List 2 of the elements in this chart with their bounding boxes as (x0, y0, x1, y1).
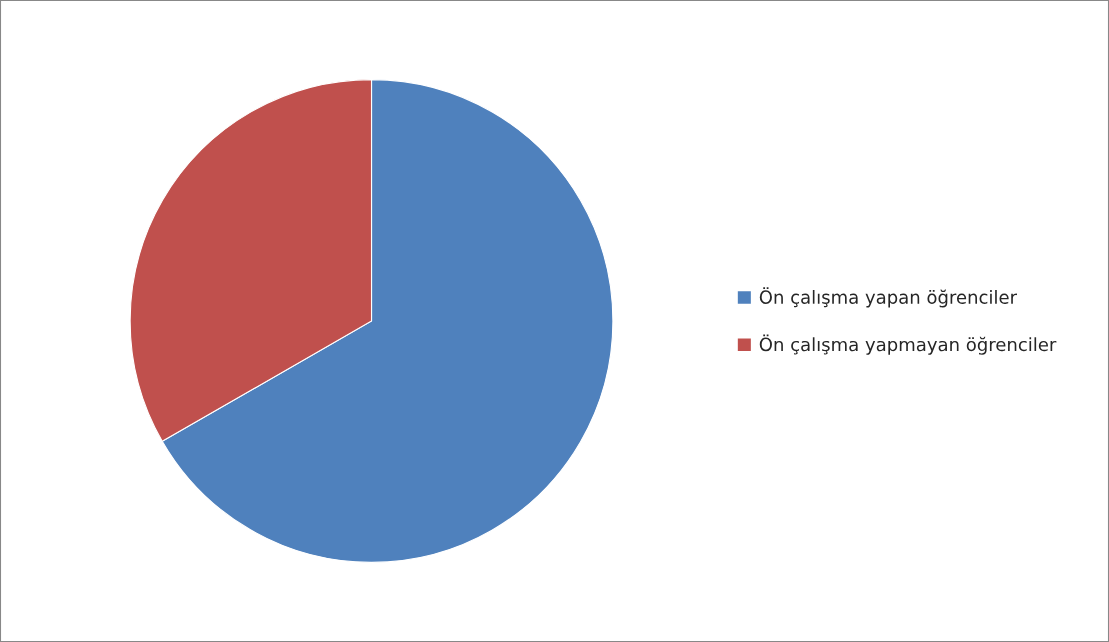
legend-label: Ön çalışma yapan öğrenciler (759, 287, 1018, 308)
legend-label: Ön çalışma yapmayan öğrenciler (759, 334, 1057, 355)
